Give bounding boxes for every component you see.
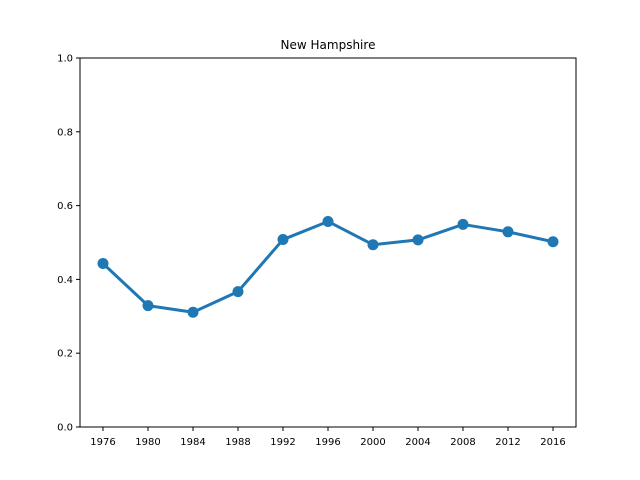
data-point <box>502 226 514 238</box>
x-tick-label: 1992 <box>270 437 295 448</box>
data-point <box>142 300 154 312</box>
data-point <box>187 306 199 318</box>
chart-title: New Hampshire <box>281 38 376 52</box>
y-axis: 0.0 0.2 0.4 0.6 0.8 1.0 <box>57 54 80 434</box>
data-point <box>322 215 334 227</box>
x-tick-label: 1976 <box>90 437 115 448</box>
data-point <box>277 234 289 246</box>
data-point <box>547 236 559 248</box>
series-group <box>97 215 559 318</box>
data-point <box>367 239 379 251</box>
y-tick-label: 0.8 <box>57 127 73 138</box>
x-tick-label: 2008 <box>450 437 475 448</box>
x-tick-label: 1996 <box>315 437 340 448</box>
data-point <box>457 218 469 230</box>
x-tick-label: 1980 <box>135 437 160 448</box>
y-tick-label: 0.0 <box>57 423 73 434</box>
plot-area <box>79 57 577 428</box>
data-point <box>412 234 424 246</box>
x-tick-label: 2004 <box>405 437 430 448</box>
y-tick-label: 0.4 <box>57 275 73 286</box>
x-tick-label: 2016 <box>540 437 565 448</box>
data-point <box>97 258 109 270</box>
x-tick-label: 1988 <box>225 437 250 448</box>
x-axis: 1976 1980 1984 1988 1992 1996 2000 2004 2008 2012… <box>90 427 566 448</box>
y-tick-label: 1.0 <box>57 54 73 65</box>
data-point <box>232 286 244 298</box>
y-tick-label: 0.6 <box>57 201 73 212</box>
x-tick-label: 2012 <box>495 437 520 448</box>
x-tick-label: 2000 <box>360 437 385 448</box>
y-tick-label: 0.2 <box>57 349 73 360</box>
x-tick-label: 1984 <box>180 437 205 448</box>
